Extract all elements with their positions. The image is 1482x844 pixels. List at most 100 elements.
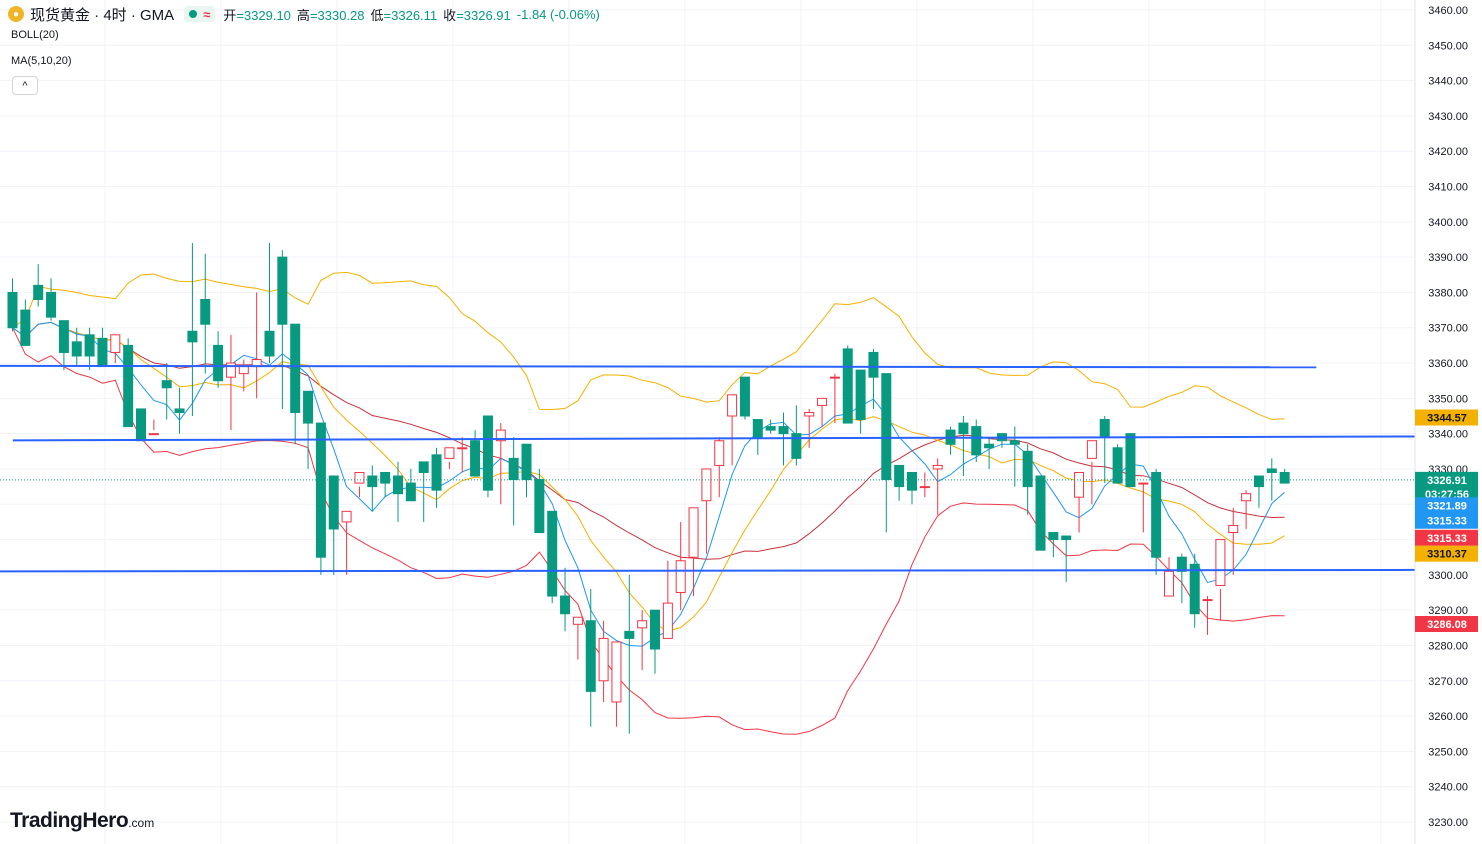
horizontal-level-line xyxy=(12,435,1416,442)
y-tick-label: 3410.00 xyxy=(1428,182,1468,194)
y-tick-label: 3450.00 xyxy=(1428,40,1468,52)
candle-up xyxy=(829,376,840,379)
candle-up xyxy=(1202,599,1213,602)
candle-up xyxy=(572,616,583,625)
candle-up xyxy=(1074,471,1085,498)
y-tick-label: 3340.00 xyxy=(1428,429,1468,441)
candle-up xyxy=(354,471,365,484)
wave-icon: ≈ xyxy=(203,6,211,22)
ohlc-low: 低=3326.11 xyxy=(370,7,438,23)
candle-up xyxy=(817,397,828,406)
price-axis-label: 3286.08 xyxy=(1427,619,1467,631)
y-tick-label: 3440.00 xyxy=(1428,76,1468,88)
candle-down xyxy=(1048,532,1059,541)
candle-down xyxy=(1176,556,1187,572)
candle-down xyxy=(20,309,31,346)
candle-down xyxy=(367,475,378,488)
y-tick-label: 3280.00 xyxy=(1428,640,1468,652)
price-axis-label: 3315.33 xyxy=(1427,516,1467,528)
candle-down xyxy=(264,330,275,357)
candle-down xyxy=(393,475,403,495)
price-axis-label: 3321.89 xyxy=(1427,500,1467,512)
candle-down xyxy=(765,426,776,431)
candle-up xyxy=(727,394,738,417)
candle-down xyxy=(1112,447,1123,484)
candle-down xyxy=(1125,433,1136,488)
y-tick-label: 3390.00 xyxy=(1428,252,1468,264)
y-tick-label: 3260.00 xyxy=(1428,711,1468,723)
candle-down xyxy=(1061,535,1072,541)
price-axis-label-bg xyxy=(1415,471,1478,488)
price-axis-label: 3310.37 xyxy=(1427,549,1467,561)
ohlc-high: 高=3330.28 xyxy=(296,7,365,23)
candle-down xyxy=(1022,450,1033,488)
candle-down xyxy=(328,475,339,530)
candle-down xyxy=(881,373,892,481)
symbol-title[interactable]: 现货黄金 · 4时 · GMA xyxy=(30,6,175,24)
price-axis-label-bg xyxy=(1415,545,1478,562)
collapse-chevron-up-icon[interactable]: ^ xyxy=(12,76,38,95)
candle-up xyxy=(675,560,686,594)
candle-down xyxy=(277,256,288,325)
candle-down xyxy=(1151,471,1162,558)
price-axis-label-bg xyxy=(1415,529,1478,546)
y-tick-label: 3360.00 xyxy=(1428,358,1468,370)
price-axis-label-bg xyxy=(1415,497,1478,514)
ma10-line xyxy=(12,321,1285,632)
ma-indicator-label[interactable]: MA(5,10,20) xyxy=(11,55,72,67)
ohlc-open: 开=3329.10 xyxy=(223,7,291,23)
candle-down xyxy=(213,344,224,382)
candle-down xyxy=(650,609,660,650)
candle-down xyxy=(855,369,866,421)
candle-up xyxy=(932,464,943,470)
candle-up xyxy=(238,366,249,375)
candle-down xyxy=(418,461,429,473)
candle-down xyxy=(97,337,108,368)
candle-down xyxy=(752,419,763,438)
price-axis-label: 3315.33 xyxy=(1427,533,1467,545)
y-tick-label: 3430.00 xyxy=(1428,111,1468,123)
candle-down xyxy=(560,595,571,615)
candle-down xyxy=(58,320,69,353)
y-tick-label: 3400.00 xyxy=(1428,217,1468,229)
price-axis-label: 3326.91 xyxy=(1427,475,1467,487)
price-axis-label-bg xyxy=(1415,512,1478,529)
boll-indicator-label[interactable]: BOLL(20) xyxy=(11,29,59,41)
y-tick-label: 3240.00 xyxy=(1428,782,1468,794)
candle-down xyxy=(123,344,134,428)
status-pill[interactable]: ≈ xyxy=(184,6,216,22)
candle-up xyxy=(225,362,236,378)
candle-down xyxy=(161,380,172,389)
candle-up xyxy=(919,486,930,489)
candle-up xyxy=(1164,570,1174,597)
tradinghero-logo: TradingHero.com xyxy=(10,809,155,832)
candle-down xyxy=(1253,475,1264,488)
boll-upper-band xyxy=(12,271,1285,420)
candle-down xyxy=(7,291,18,329)
candle-down xyxy=(624,630,635,639)
gold-coin-icon: ● xyxy=(8,6,24,22)
candle-down xyxy=(380,471,391,484)
candle-down xyxy=(984,443,995,449)
candle-up xyxy=(1228,524,1239,534)
y-tick-label: 3290.00 xyxy=(1428,605,1468,617)
candle-down xyxy=(1266,468,1277,473)
candle-down xyxy=(200,298,211,325)
candle-up xyxy=(1215,539,1226,586)
candle-down xyxy=(315,422,326,558)
y-tick-label: 3380.00 xyxy=(1428,287,1468,299)
candle-down xyxy=(907,471,917,491)
candle-down xyxy=(1189,563,1200,615)
candle-up xyxy=(714,440,725,466)
ma5-line xyxy=(12,321,1285,647)
candle-down xyxy=(971,426,982,456)
y-tick-label: 3230.00 xyxy=(1428,817,1468,829)
candle-up xyxy=(637,620,648,629)
candle-down xyxy=(71,341,82,357)
candle-down xyxy=(1035,475,1046,551)
candle-down xyxy=(534,479,545,534)
candle-up xyxy=(598,637,609,682)
candle-down xyxy=(894,464,905,488)
candle-up xyxy=(701,468,712,502)
